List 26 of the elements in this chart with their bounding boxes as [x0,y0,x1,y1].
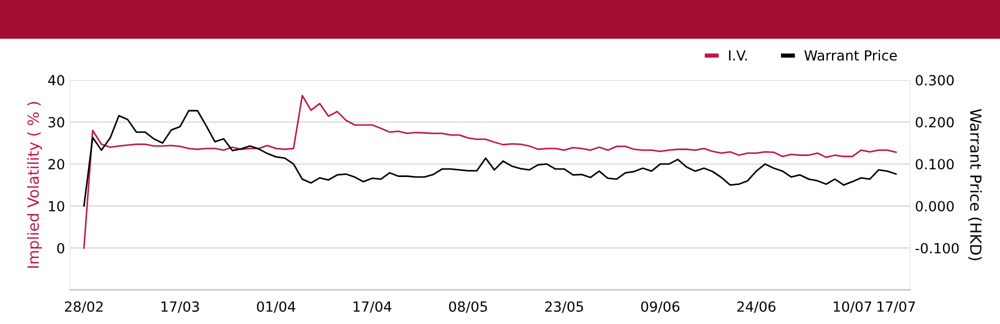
x-tick-label: 17/03 [162,301,199,313]
x-tick-label: 24/06 [737,301,776,313]
x-tick-label: 23/05 [545,301,584,313]
y2-tick-label: 0.300 [916,74,954,86]
y-tick-label: 0 [57,242,64,254]
y2-tick-label: 0.000 [916,200,954,212]
legend-label: I.V. [729,50,747,60]
x-tick-label: 28/02 [64,301,103,313]
y2-axis-title: Warrant Price (HKD) [968,109,982,260]
line-series [83,94,897,249]
y-axis-title: Implied Volatility ( % ) [27,102,42,268]
y-tick-label: 20 [48,158,64,170]
y2-tick-label: -0.100 [916,242,959,254]
y2-tick-label: 0.100 [916,158,954,170]
line-series [83,110,897,207]
y-tick-label: 10 [48,200,64,212]
legend-label: Warrant Price [804,50,897,61]
y-tick-label: 30 [48,116,64,128]
x-tick-label: 08/05 [449,301,487,313]
x-tick-label: 10/07 [834,301,872,313]
y-tick-label: 40 [48,74,64,86]
x-tick-label: 17/07 [878,301,915,313]
x-tick-label: 17/04 [354,301,392,313]
x-tick-label: 09/06 [641,301,680,313]
x-tick-label: 01/04 [256,301,296,313]
y2-tick-label: 0.200 [916,116,954,128]
